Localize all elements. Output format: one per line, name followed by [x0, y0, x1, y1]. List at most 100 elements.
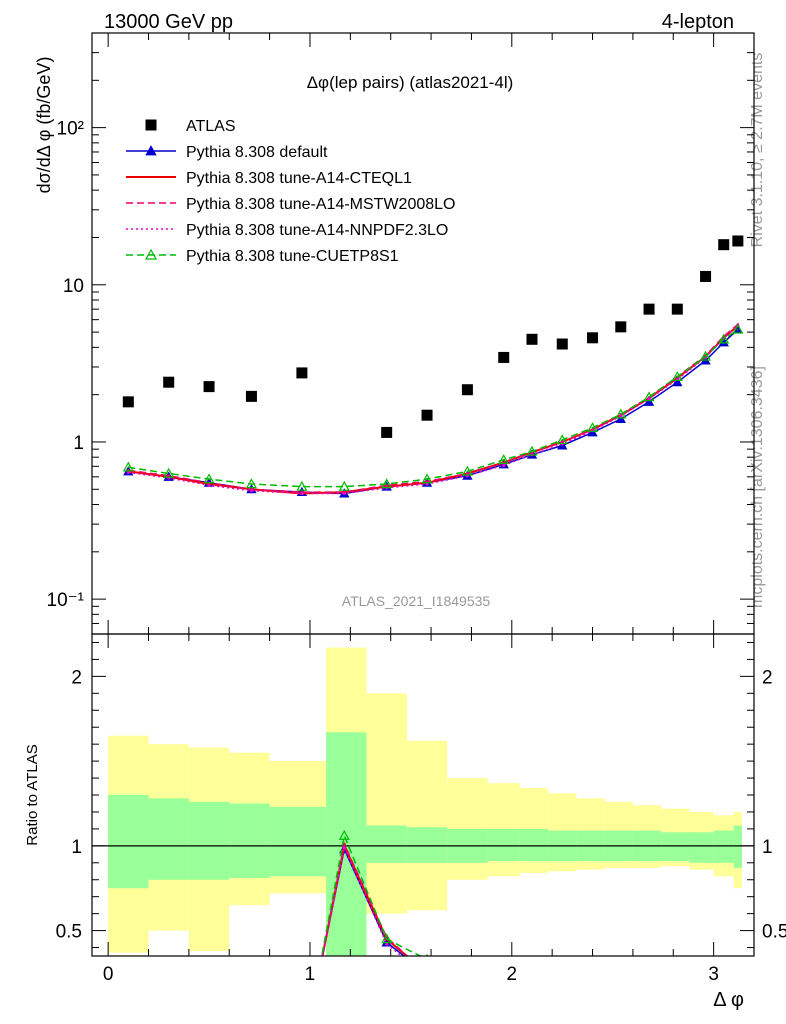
main-y-axis-label: dσ/dΔ φ (fb/GeV)	[34, 57, 54, 194]
series-0-point	[671, 303, 683, 315]
series-5-point	[338, 480, 350, 491]
series-1-point	[615, 413, 626, 423]
legend-label: Pythia 8.308 tune-A14-NNPDF2.3LO	[186, 222, 448, 239]
ratio-series-3-point	[342, 846, 346, 850]
series-0-point	[421, 409, 433, 421]
ratio-series-2-point	[319, 966, 322, 969]
stat-uncertainty-band	[366, 825, 407, 863]
series-0-point	[718, 239, 730, 251]
ratio-series-0-point	[316, 963, 325, 971]
main-plot-panel: 10⁻¹ 1 10 10² dσ/dΔ φ (fb/GeV) Δφ(lep pairs…	[34, 32, 755, 635]
series-4-point	[342, 491, 346, 496]
ratio-series-4-point	[338, 829, 350, 840]
series-5-point	[643, 391, 655, 402]
header-right: 4-lepton	[662, 11, 734, 33]
series-5-point	[461, 465, 473, 476]
legend-label: Pythia 8.308 tune-CUETP8S1	[186, 248, 399, 265]
series-3-line	[128, 323, 739, 493]
series-5-point	[203, 473, 215, 484]
ratio-series-2-line	[321, 841, 409, 956]
legend-item: Pythia 8.308 tune-A14-CTEQL1	[126, 170, 412, 187]
stat-uncertainty-band	[519, 828, 549, 862]
ratio-y-tick-label-right: 2	[762, 667, 773, 688]
legend: ATLAS Pythia 8.308 default Pythia 8.308 tu…	[126, 118, 455, 265]
ratio-series-1-point	[413, 961, 416, 964]
series-0-point	[163, 376, 175, 388]
series-0-point	[498, 351, 510, 363]
series-0-point	[526, 333, 538, 345]
main-plot-title: Δφ(lep pairs) (atlas2021-4l)	[307, 73, 514, 92]
legend-label: Pythia 8.308 default	[186, 144, 328, 161]
x-tick-label: 3	[708, 964, 719, 985]
series-5-point	[296, 480, 308, 491]
stat-uncertainty-band	[733, 825, 742, 868]
series-1-line	[128, 328, 739, 495]
legend-item: Pythia 8.308 default	[126, 144, 328, 161]
series-0-point	[700, 270, 712, 282]
stat-uncertainty-band	[689, 832, 714, 863]
legend-marker	[145, 145, 157, 156]
series-2-line	[128, 324, 739, 495]
series-0-point	[122, 396, 134, 408]
stat-uncertainty-band	[406, 827, 448, 863]
series-5-line	[128, 328, 739, 488]
stat-uncertainty-band	[269, 806, 327, 877]
legend-item: Pythia 8.308 tune-A14-MSTW2008LO	[126, 196, 455, 213]
ratio-plot-panel: 0.5 0.5 1 1 2 2 0 1 2 3 Ratio to ATLAS Δ φ	[24, 633, 786, 1011]
stat-uncertainty-band	[188, 801, 230, 880]
series-4-point	[207, 483, 211, 487]
ratio-x-axis: 0 1 2 3	[103, 634, 755, 985]
main-y-tick-label: 1	[73, 433, 84, 454]
series-0-point	[615, 321, 627, 333]
ratio-plot-marks	[92, 647, 754, 971]
series-4-point	[126, 470, 130, 475]
series-4-point	[647, 397, 651, 401]
ratio-series-4-point	[381, 933, 393, 944]
main-y-tick-label: 10	[63, 276, 84, 297]
series-4-point	[249, 489, 254, 493]
legend-item: ATLAS	[145, 118, 236, 135]
stat-uncertainty-band	[326, 732, 367, 956]
header-left: 13000 GeV pp	[104, 11, 233, 33]
series-5-point	[421, 473, 433, 484]
rivet-side-label: Rivet 3.1.10, ≥ 2.7M events	[749, 53, 766, 248]
series-5-point	[732, 323, 744, 334]
series-5-point	[587, 422, 599, 433]
stat-uncertainty-band	[713, 830, 734, 863]
series-0-point	[203, 381, 215, 393]
legend-marker	[144, 248, 158, 260]
ratio-y-axis: 0.5 0.5 1 1 2 2	[56, 641, 786, 949]
ratio-y-axis-label: Ratio to ATLAS	[24, 744, 41, 845]
x-axis-label: Δ φ	[713, 989, 744, 1011]
series-0-point	[732, 235, 744, 247]
series-3-point	[466, 472, 469, 475]
x-tick-label: 0	[103, 964, 114, 985]
stat-uncertainty-band	[148, 798, 189, 880]
stat-uncertainty-band	[487, 828, 520, 862]
ratio-series-0-point	[410, 960, 419, 968]
series-5-point	[245, 478, 257, 489]
legend-label: Pythia 8.308 tune-A14-CTEQL1	[186, 170, 412, 187]
ratio-y-tick-label: 1	[71, 837, 82, 858]
x-tick-label: 1	[305, 964, 316, 985]
series-0-point	[643, 303, 655, 315]
ratio-series-3-point	[319, 968, 322, 971]
series-5-point	[718, 333, 730, 344]
series-0-point	[296, 367, 308, 379]
analysis-watermark: ATLAS_2021_I1849535	[342, 593, 491, 609]
ratio-y-tick-label-right: 1	[762, 837, 773, 858]
main-y-tick-label: 10⁻¹	[47, 590, 85, 611]
legend-item: Pythia 8.308 tune-A14-NNPDF2.3LO	[126, 222, 448, 239]
series-5-point	[498, 454, 510, 465]
ratio-y-tick-label: 0.5	[56, 922, 82, 943]
ratio-y-tick-label: 2	[71, 667, 82, 688]
ratio-series-4-point	[316, 960, 325, 968]
main-y-axis: 10⁻¹ 1 10 10²	[47, 32, 754, 635]
series-4-line	[128, 325, 739, 495]
series-4-point	[619, 414, 623, 418]
series-4-point	[300, 491, 304, 496]
ratio-y-tick-label-right: 0.5	[762, 922, 786, 943]
series-0-point	[381, 426, 393, 438]
series-5-point	[381, 478, 393, 489]
series-5-point	[556, 434, 568, 445]
